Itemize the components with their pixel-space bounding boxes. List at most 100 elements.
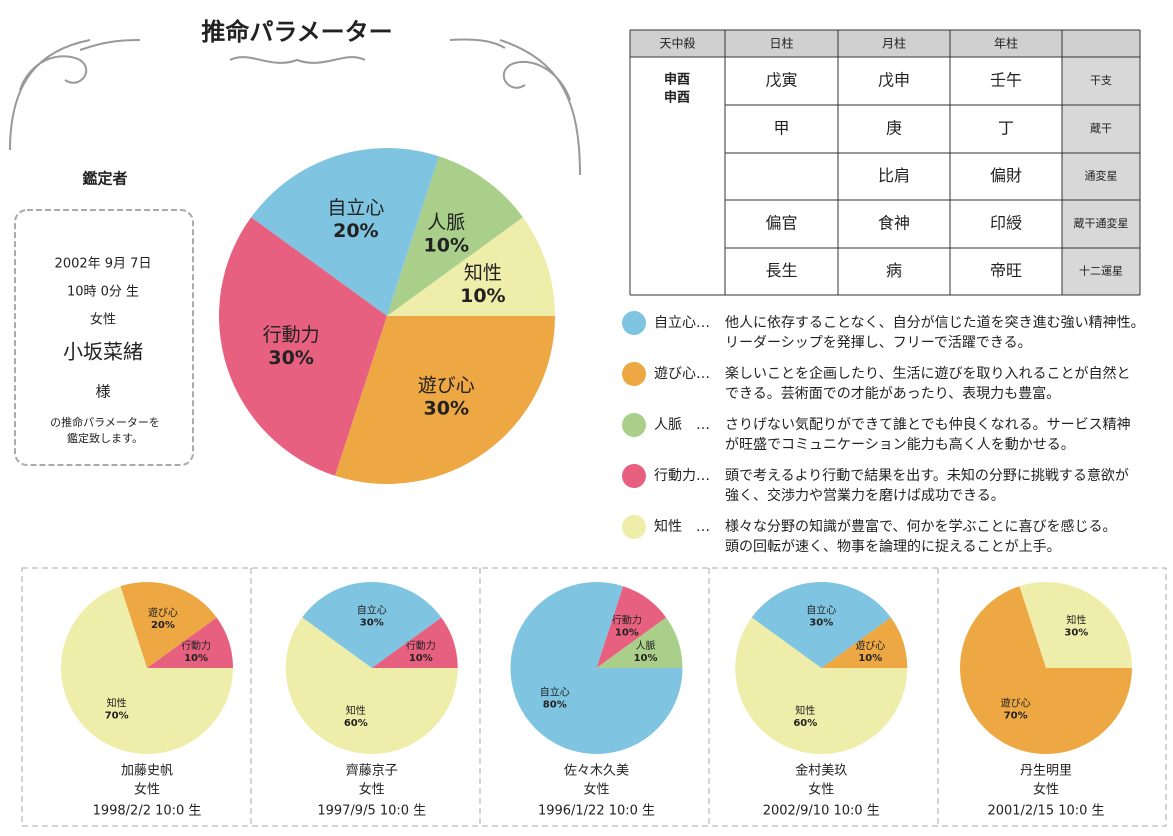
pie-slice [285,617,458,754]
legend-swatch [622,515,646,539]
legend-label: 知性 … [654,518,710,535]
table-row-label: 干支 [1090,74,1112,87]
slice-label: 知性 [346,704,366,717]
legend-swatch [622,362,646,386]
table-cell: 印綬 [990,214,1022,233]
pie-slice [335,316,555,485]
table-row-label: 蔵干 [1090,122,1112,135]
slice-value: 70% [1004,711,1028,722]
slice-value: 10% [409,653,433,664]
pie-slice [302,581,442,668]
table-cell: 戊寅 [765,71,797,90]
slice-value: 10% [634,653,658,664]
legend-swatch [622,464,646,488]
slice-label: 自立心 [357,603,387,616]
table-header: 月柱 [882,36,906,51]
slice-label: 行動力 [181,639,211,652]
legend-text: 他人に依存することなく、自分が信じた道を突き進む強い精神性。 [725,315,1145,331]
slice-label: 自立心 [327,197,384,219]
profile-date: 2002年 9月 7日 [55,257,152,272]
pie-slice [120,582,217,668]
table-cell: 病 [886,261,902,280]
table-header: 日柱 [769,36,793,51]
profile-name: 小坂菜緒 [63,340,143,364]
table-cell: 食神 [878,214,910,233]
slice-label: 自立心 [806,603,836,616]
table-row-label: 蔵干通変星 [1074,216,1129,230]
profile-heading: 鑑定者 [82,170,127,188]
legend-text: 強く、交渉力や営業力を磨けば成功できる。 [725,487,1005,504]
profile-note: の推命パラメーターを [50,415,160,429]
person-birth: 1996/1/22 10:0 生 [538,804,655,819]
pie-slice [251,147,439,316]
legend-text: が旺盛でコミュニケーション能力も高く人を動かせる。 [725,436,1075,453]
legend-text: 頭の回転が速く、物事を論理的に捉えることが上手。 [725,539,1061,555]
table-cell: 壬午 [990,71,1022,90]
legend-label: 遊び心… [654,366,710,382]
table-cell: 偏官 [765,214,797,233]
pie-slice [596,586,667,668]
person-gender: 女性 [359,782,385,798]
profile-note: 鑑定致します。 [67,431,143,445]
table-cell: 甲 [773,119,789,138]
pie-slice [218,217,387,476]
table-header: 天中殺 [659,36,695,51]
legend-label: 自立心… [654,315,710,331]
slice-value: 30% [809,617,833,628]
table-cell: 偏財 [990,166,1022,185]
person-birth: 1998/2/2 10:0 生 [93,804,202,819]
pie-slice [371,617,458,668]
pie-slice [147,617,233,668]
slice-value: 60% [344,718,368,729]
slice-value: 20% [151,620,175,631]
table-cell: 庚 [886,119,902,138]
pie-slice [61,586,234,755]
legend-swatch [622,413,646,437]
legend-text: できる。芸術面での才能があったり、表現力も豊富。 [725,385,1060,402]
person-birth: 1997/9/5 10:0 生 [317,804,426,819]
legend-label: 行動力… [654,468,710,484]
slice-value: 30% [424,397,469,419]
person-gender: 女性 [134,782,160,798]
slice-label: 行動力 [406,639,436,652]
slice-label: 行動力 [263,324,320,346]
slice-value: 30% [1064,627,1088,638]
table-cell: 戊申 [878,71,910,90]
slice-label: 行動力 [612,613,642,626]
slice-value: 10% [424,234,469,256]
slice-value: 70% [105,711,129,722]
slice-label: 遊び心 [148,606,178,619]
profile-frame [14,209,194,466]
legend-label: 人脈 … [654,417,710,433]
table-side-bg [1062,57,1140,295]
ornament [9,38,581,176]
slice-value: 10% [858,653,882,664]
profile-time: 10時 0分 生 [67,285,139,300]
pie-slice [510,582,683,755]
table-header-bg [630,30,1140,57]
table-cell: 比肩 [878,166,910,185]
comparison-frame [21,567,1167,827]
profile-gender: 女性 [90,312,116,328]
person-name: 丹生明里 [1020,764,1072,779]
legend-swatch [622,311,646,335]
table-cell: 申酉 [664,72,690,88]
slice-label: 自立心 [540,685,570,698]
slice-value: 30% [268,347,313,369]
pie-slice [821,617,908,668]
person-gender: 女性 [583,782,609,798]
comparison-dividers [250,568,939,826]
pie-slice [751,582,891,668]
table-cell: 申酉 [664,90,690,106]
slice-value: 10% [184,653,208,664]
profile-honorific: 様 [95,383,110,401]
slice-label: 遊び心 [1001,697,1031,710]
slice-label: 遊び心 [418,375,475,397]
legend-text: 楽しいことを企画したり、生活に遊びを取り入れることが自然と [725,365,1130,382]
chart-title: 推命パラメーター [201,18,392,46]
slice-value: 20% [333,220,378,242]
legend-text: 頭で考えるより行動で結果を出す。未知の分野に挑戦する意欲が [725,467,1129,484]
pie-slice [596,617,683,668]
